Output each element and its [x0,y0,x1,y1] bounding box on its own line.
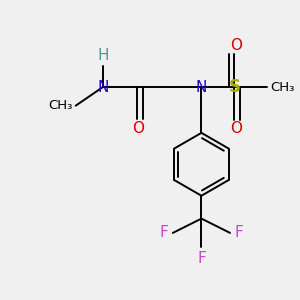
Text: S: S [228,78,240,96]
Text: O: O [133,122,145,136]
Text: CH₃: CH₃ [48,99,73,112]
Text: O: O [230,38,242,53]
Text: N: N [97,80,109,94]
Text: CH₃: CH₃ [270,81,294,94]
Text: F: F [160,225,169,240]
Text: F: F [197,251,206,266]
Text: F: F [234,225,243,240]
Text: H: H [97,48,109,63]
Text: O: O [230,122,242,136]
Text: N: N [196,80,207,94]
